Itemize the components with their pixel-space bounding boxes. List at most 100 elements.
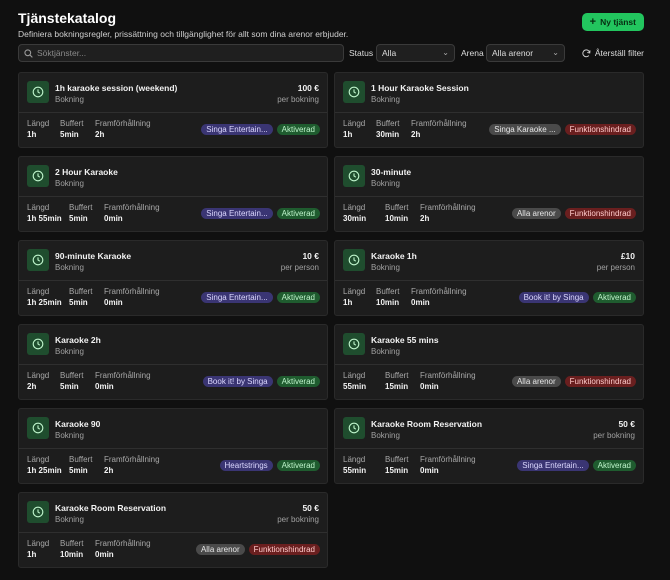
badge-group: Alla arenor Funktionshindrad (195, 544, 320, 555)
service-card-details: Längd 1h Buffert 10min Framförhållning 0… (335, 281, 643, 317)
clock-icon (343, 165, 365, 187)
buffer-value: 5min (69, 298, 88, 307)
service-name: Karaoke 55 mins (371, 335, 439, 345)
arena-badge: Heartstrings (219, 460, 273, 471)
arena-badge: Book it! by Singa (202, 376, 273, 387)
advance-value: 0min (104, 298, 123, 307)
service-price: 10 € (302, 251, 319, 261)
arena-badge: Alla arenor (195, 544, 245, 555)
buffer-value: 5min (60, 382, 79, 391)
advance-label: Framförhållning (95, 539, 151, 548)
advance-label: Framförhållning (420, 371, 476, 380)
advance-label: Framförhållning (104, 287, 160, 296)
buffer-value: 15min (385, 382, 409, 391)
service-type: Bokning (55, 263, 84, 272)
length-stat: Längd 30min (343, 203, 366, 224)
badge-group: Singa Karaoke ... Funktionshindrad (489, 124, 636, 135)
length-label: Längd (27, 371, 50, 380)
length-stat: Längd 55min (343, 455, 366, 476)
reset-filters-button[interactable]: Återställ filter (582, 44, 644, 62)
advance-value: 0min (95, 382, 114, 391)
status-filter-label: Status (349, 48, 374, 58)
advance-stat: Framförhållning 0min (420, 455, 476, 476)
reset-filters-label: Återställ filter (594, 48, 644, 58)
service-name: 30-minute (371, 167, 412, 177)
status-select[interactable]: Alla ⌄ (376, 44, 455, 62)
service-name: Karaoke 90 (55, 419, 101, 429)
status-badge: Aktiverad (276, 208, 320, 219)
service-card[interactable]: 1 Hour Karaoke Session Bokning Längd 1h … (334, 72, 644, 148)
buffer-label: Buffert (385, 455, 409, 464)
service-card[interactable]: Karaoke 1h Bokning £10 per person Längd … (334, 240, 644, 316)
length-value: 1h 55min (27, 214, 62, 223)
arena-select[interactable]: Alla arenor ⌄ (486, 44, 565, 62)
service-card[interactable]: 1h karaoke session (weekend) Bokning 100… (18, 72, 328, 148)
service-card-header: Karaoke 55 mins Bokning (335, 325, 643, 365)
service-type: Bokning (55, 431, 84, 440)
service-card[interactable]: Karaoke Room Reservation Bokning 50 € pe… (334, 408, 644, 484)
service-card[interactable]: Karaoke 55 mins Bokning Längd 55min Buff… (334, 324, 644, 400)
service-type: Bokning (55, 95, 84, 104)
service-card[interactable]: Karaoke 2h Bokning Längd 2h Buffert 5min… (18, 324, 328, 400)
service-card[interactable]: 2 Hour Karaoke Bokning Längd 1h 55min Bu… (18, 156, 328, 232)
buffer-stat: Buffert 5min (60, 371, 83, 392)
advance-value: 0min (104, 214, 123, 223)
advance-stat: Framförhållning 0min (411, 287, 467, 308)
buffer-value: 10min (385, 214, 409, 223)
service-card-details: Längd 1h 25min Buffert 5min Framförhålln… (19, 449, 327, 485)
length-label: Längd (27, 119, 50, 128)
service-name: Karaoke 1h (371, 251, 417, 261)
length-value: 1h 25min (27, 466, 62, 475)
service-card-details: Längd 1h Buffert 10min Framförhållning 0… (19, 533, 327, 569)
service-price-unit: per person (596, 263, 635, 272)
badge-group: Singa Entertain... Aktiverad (201, 292, 320, 303)
status-badge: Aktiverad (276, 124, 320, 135)
service-card[interactable]: Karaoke Room Reservation Bokning 50 € pe… (18, 492, 328, 568)
buffer-stat: Buffert 15min (385, 371, 408, 392)
advance-label: Framförhållning (95, 371, 151, 380)
length-stat: Längd 1h (27, 539, 49, 560)
buffer-label: Buffert (385, 203, 409, 212)
service-type: Bokning (371, 95, 400, 104)
advance-stat: Framförhållning 0min (420, 371, 476, 392)
service-price: 100 € (297, 83, 319, 93)
advance-label: Framförhållning (411, 119, 467, 128)
badge-group: Book it! by Singa Aktiverad (202, 376, 320, 387)
service-type: Bokning (55, 347, 84, 356)
advance-value: 0min (420, 466, 439, 475)
buffer-label: Buffert (376, 119, 400, 128)
advance-stat: Framförhållning 2h (95, 119, 151, 140)
new-service-label: Ny tjänst (600, 17, 636, 27)
clock-icon (27, 249, 49, 271)
service-card[interactable]: 90-minute Karaoke Bokning 10 € per perso… (18, 240, 328, 316)
buffer-stat: Buffert 10min (385, 203, 408, 224)
length-stat: Längd 1h (343, 287, 365, 308)
badge-group: Singa Entertain... Aktiverad (201, 208, 320, 219)
service-type: Bokning (371, 179, 400, 188)
length-label: Längd (343, 119, 366, 128)
service-card-header: 1 Hour Karaoke Session Bokning (335, 73, 643, 113)
badge-group: Singa Entertain... Aktiverad (517, 460, 636, 471)
service-card-header: 2 Hour Karaoke Bokning (19, 157, 327, 197)
service-name: Karaoke 2h (55, 335, 101, 345)
search-input[interactable] (37, 48, 327, 58)
service-card[interactable]: Karaoke 90 Bokning Längd 1h 25min Buffer… (18, 408, 328, 484)
advance-stat: Framförhållning 0min (95, 539, 151, 560)
advance-stat: Framförhållning 2h (104, 455, 160, 476)
service-card[interactable]: 30-minute Bokning Längd 30min Buffert 10… (334, 156, 644, 232)
service-type: Bokning (371, 431, 400, 440)
service-name: 90-minute Karaoke (55, 251, 132, 261)
service-name: Karaoke Room Reservation (55, 503, 167, 513)
arena-badge: Alla arenor (511, 208, 561, 219)
advance-value: 0min (95, 550, 114, 559)
search-box[interactable] (18, 44, 344, 62)
new-service-button[interactable]: + Ny tjänst (581, 13, 644, 31)
length-stat: Längd 1h 25min (27, 455, 62, 476)
service-price-unit: per bokning (277, 515, 319, 524)
length-label: Längd (27, 203, 50, 212)
service-type: Bokning (55, 179, 84, 188)
status-badge: Funktionshindrad (248, 544, 320, 555)
service-card-header: 90-minute Karaoke Bokning 10 € per perso… (19, 241, 327, 281)
clock-icon (27, 81, 49, 103)
advance-label: Framförhållning (104, 203, 160, 212)
